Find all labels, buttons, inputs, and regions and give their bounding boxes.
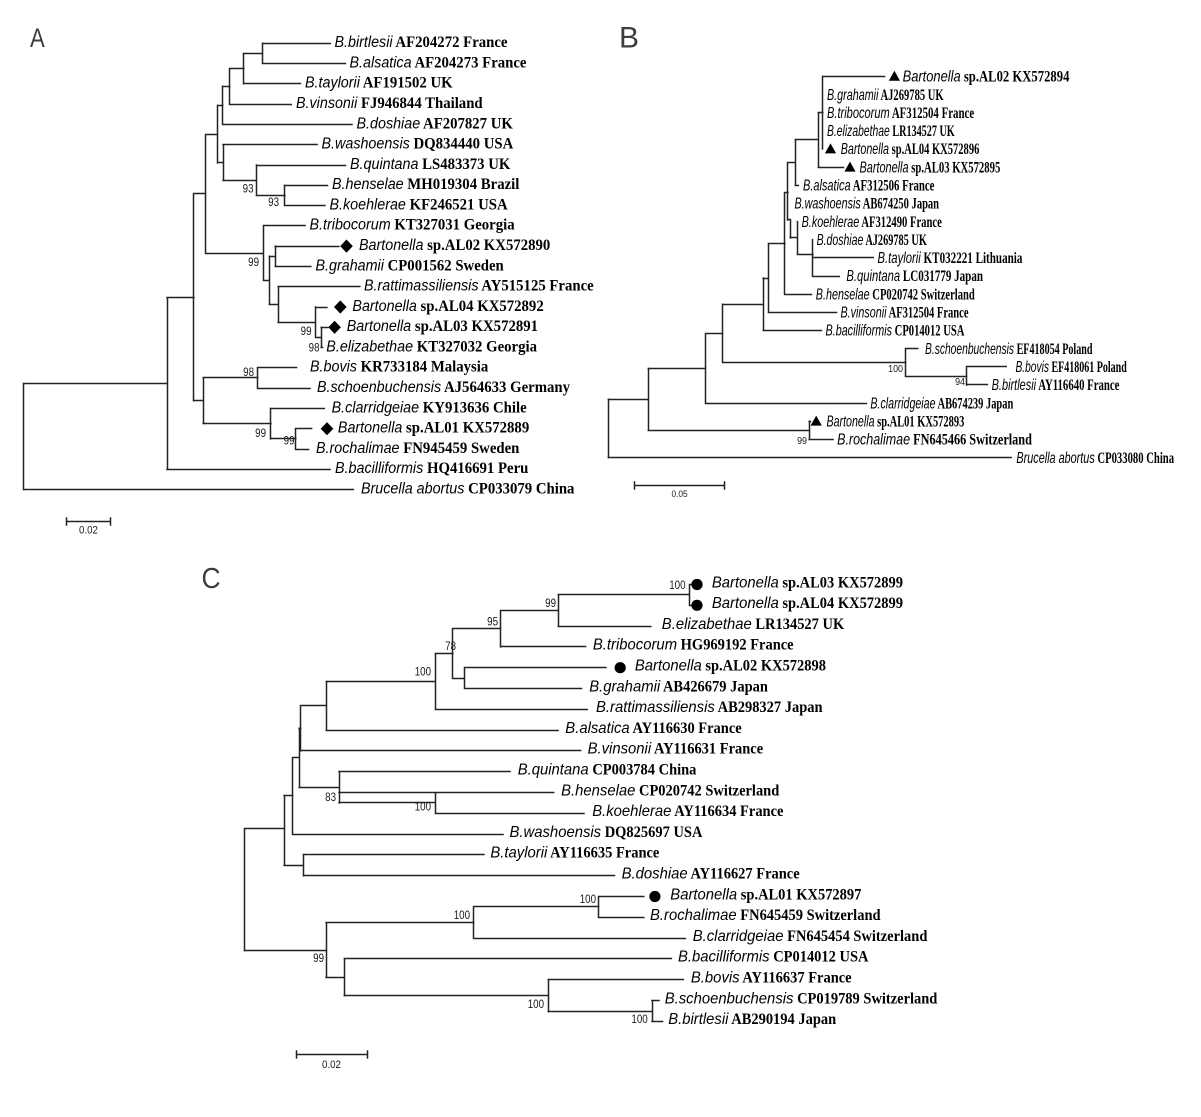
svg-text:Bartonella sp.AL03 KX572895: Bartonella sp.AL03 KX572895 [860,158,1001,176]
svg-text:99: 99 [545,597,556,610]
svg-text:B.washoensis DQ834440 USA: B.washoensis DQ834440 USA [322,135,514,153]
svg-text:B.clarridgeiae KY913636 Chile: B.clarridgeiae KY913636 Chile [332,399,527,417]
svg-text:Brucella abortus CP033080 Chin: Brucella abortus CP033080 China [1016,449,1174,467]
svg-text:B.quintana CP003784 China: B.quintana CP003784 China [518,761,697,779]
svg-text:B.koehlerae KF246521 USA: B.koehlerae KF246521 USA [330,196,508,214]
svg-text:0.02: 0.02 [322,1060,341,1072]
svg-text:B.grahamii CP001562 Sweden: B.grahamii CP001562 Sweden [316,257,505,275]
svg-text:B.bovis EF418061 Poland: B.bovis EF418061 Poland [1016,358,1128,376]
svg-text:B.vinsonii AF312504 France: B.vinsonii AF312504 France [841,303,969,321]
svg-text:83: 83 [325,791,336,804]
svg-text:98: 98 [243,366,254,379]
svg-text:B.rattimassiliensis AB298327 J: B.rattimassiliensis AB298327 Japan [596,699,823,717]
svg-text:Bartonella sp.AL02 KX572898: Bartonella sp.AL02 KX572898 [635,657,826,675]
svg-text:0.05: 0.05 [671,489,687,500]
svg-text:99: 99 [284,435,295,448]
svg-text:B.henselae MH019304 Brazil: B.henselae MH019304 Brazil [332,176,519,194]
svg-text:B.clarridgeiae FN645454 Switze: B.clarridgeiae FN645454 Switzerland [693,928,928,946]
svg-text:B.rattimassiliensis AY515125 F: B.rattimassiliensis AY515125 France [364,277,594,295]
svg-text:B.bacilliformis CP014012 USA: B.bacilliformis CP014012 USA [678,948,869,966]
svg-text:100: 100 [415,666,431,679]
svg-text:B.henselae CP020742 Switzerlan: B.henselae CP020742 Switzerland [561,782,780,800]
svg-text:B.bovis KR733184 Malaysia: B.bovis KR733184 Malaysia [310,358,489,376]
svg-text:Bartonella sp.AL04 KX572896: Bartonella sp.AL04 KX572896 [841,140,980,158]
svg-text:B.rochalimae FN645459 Switzerl: B.rochalimae FN645459 Switzerland [650,907,881,925]
svg-text:B.quintana LC031779 Japan: B.quintana LC031779 Japan [846,266,983,285]
svg-text:100: 100 [415,801,431,814]
svg-text:B.schoenbuchensis CP019789 Swi: B.schoenbuchensis CP019789 Switzerland [665,990,938,1008]
svg-text:B.elizabethae KT327032 Georgia: B.elizabethae KT327032 Georgia [326,338,537,356]
svg-text:A: A [30,24,45,54]
svg-text:B.doshiae AF207827 UK: B.doshiae AF207827 UK [357,115,513,133]
svg-text:98: 98 [309,342,320,355]
svg-text:B.alsatica AF204273 France: B.alsatica AF204273 France [350,54,527,72]
svg-text:99: 99 [313,952,324,965]
svg-text:0.02: 0.02 [79,525,98,537]
svg-text:B.clarridgeiae AB674239 Japan: B.clarridgeiae AB674239 Japan [870,394,1013,412]
svg-text:94: 94 [955,376,965,388]
svg-text:Bartonella sp.AL02 KX572890: Bartonella sp.AL02 KX572890 [359,237,551,255]
svg-text:100: 100 [669,579,685,592]
svg-text:B.washoensis DQ825697 USA: B.washoensis DQ825697 USA [510,824,703,842]
svg-text:B.elizabethae LR134527 UK: B.elizabethae LR134527 UK [827,122,955,140]
svg-text:B.alsatica AF312506 France: B.alsatica AF312506 France [803,176,934,194]
svg-text:B.vinsonii AY116631 France: B.vinsonii AY116631 France [588,740,764,758]
svg-text:95: 95 [487,616,498,629]
svg-text:Bartonella sp.AL03 KX572891: Bartonella sp.AL03 KX572891 [347,318,538,336]
svg-text:B.tribocorum AF312504 France: B.tribocorum AF312504 France [827,103,974,122]
svg-text:B.elizabethae LR134527 UK: B.elizabethae LR134527 UK [662,616,845,634]
svg-text:Bartonella sp.AL02 KX572894: Bartonella sp.AL02 KX572894 [903,68,1070,86]
svg-text:B.taylorii AY116635 France: B.taylorii AY116635 France [490,844,659,862]
svg-text:B.grahamii AJ269785 UK: B.grahamii AJ269785 UK [827,86,944,104]
svg-text:B.henselae CP020742 Switzerlan: B.henselae CP020742 Switzerland [816,285,975,303]
svg-text:B.alsatica AY116630 France: B.alsatica AY116630 France [565,720,742,738]
svg-text:Bartonella sp.AL04 KX572892: Bartonella sp.AL04 KX572892 [352,297,544,315]
svg-text:B.schoenbuchensis AJ564633 Ger: B.schoenbuchensis AJ564633 Germany [317,379,570,397]
svg-text:Bartonella sp.AL01 KX572889: Bartonella sp.AL01 KX572889 [338,419,530,437]
svg-text:Brucella abortus CP033079 Chin: Brucella abortus CP033079 China [361,480,575,498]
svg-text:B.tribocorum KT327031 Georgia: B.tribocorum KT327031 Georgia [310,216,515,234]
svg-text:B.doshiae AJ269785 UK: B.doshiae AJ269785 UK [817,231,928,249]
svg-text:B.doshiae AY116627 France: B.doshiae AY116627 France [622,865,800,883]
svg-text:B.quintana LS483373 UK: B.quintana LS483373 UK [350,155,510,173]
svg-text:B.rochalimae FN645466 Switzerl: B.rochalimae FN645466 Switzerland [837,431,1032,449]
svg-text:B.washoensis AB674250 Japan: B.washoensis AB674250 Japan [795,194,940,212]
svg-text:100: 100 [528,998,544,1011]
svg-text:B.koehlerae AY116634 France: B.koehlerae AY116634 France [592,803,784,821]
svg-text:B.bovis AY116637 France: B.bovis AY116637 France [691,969,852,987]
svg-text:B.grahamii AB426679 Japan: B.grahamii AB426679 Japan [589,678,768,696]
svg-text:100: 100 [454,909,470,922]
svg-text:B.koehlerae AF312490 France: B.koehlerae AF312490 France [802,213,942,231]
svg-text:B.vinsonii FJ946844 Thailand: B.vinsonii FJ946844 Thailand [296,95,483,113]
svg-text:Bartonella sp.AL01 KX572897: Bartonella sp.AL01 KX572897 [670,886,862,904]
svg-text:B.birtlesii AY116640 France: B.birtlesii AY116640 France [992,376,1120,394]
svg-text:78: 78 [445,640,456,653]
svg-text:Bartonella sp.AL03 KX572899: Bartonella sp.AL03 KX572899 [712,574,903,592]
svg-text:100: 100 [580,893,596,906]
svg-text:93: 93 [268,196,279,209]
svg-text:B.taylorii AF191502 UK: B.taylorii AF191502 UK [305,74,453,92]
svg-text:B.rochalimae FN945459 Sweden: B.rochalimae FN945459 Sweden [316,439,520,457]
svg-text:99: 99 [301,325,312,338]
svg-text:B.birtlesii AB290194 Japan: B.birtlesii AB290194 Japan [668,1011,837,1029]
svg-text:B.bacilliformis CP014012 USA: B.bacilliformis CP014012 USA [826,322,965,340]
svg-text:100: 100 [631,1013,647,1026]
svg-text:93: 93 [243,183,254,196]
svg-text:99: 99 [248,256,259,269]
svg-text:Bartonella sp.AL01 KX572893: Bartonella sp.AL01 KX572893 [827,412,965,430]
svg-text:B.bacilliformis HQ416691 Peru: B.bacilliformis HQ416691 Peru [335,460,529,478]
svg-text:100: 100 [888,363,903,375]
svg-text:99: 99 [797,435,807,447]
svg-text:99: 99 [255,427,266,440]
svg-text:Bartonella sp.AL04 KX572899: Bartonella sp.AL04 KX572899 [712,595,903,613]
svg-text:B.schoenbuchensis EF418054 Pol: B.schoenbuchensis EF418054 Poland [925,339,1093,357]
svg-text:B.birtlesii AF204272 France: B.birtlesii AF204272 France [335,34,508,52]
svg-text:B.tribocorum HG969192 France: B.tribocorum HG969192 France [593,636,794,654]
svg-text:B: B [619,22,639,55]
svg-text:C: C [202,562,221,594]
svg-text:B.taylorii KT032221 Lithuania: B.taylorii KT032221 Lithuania [878,248,1023,267]
